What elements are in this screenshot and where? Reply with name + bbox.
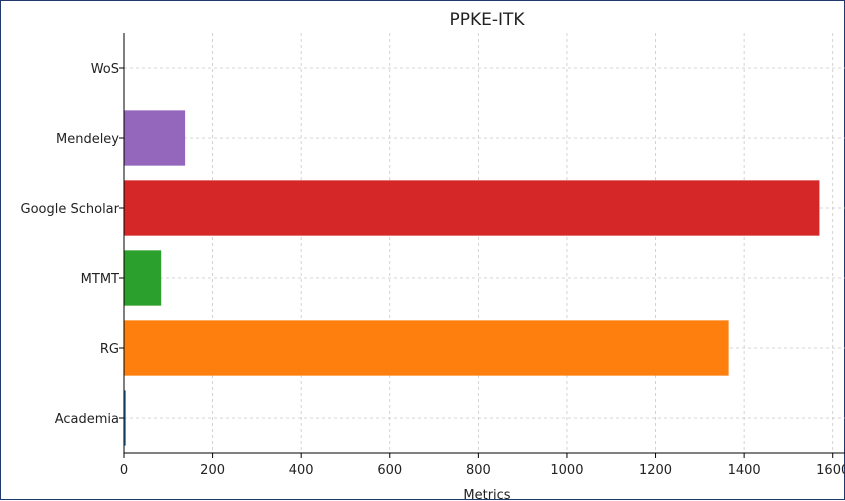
- bar-mtmt: [124, 250, 161, 305]
- x-tick-label: 0: [120, 463, 128, 478]
- y-category-label: MTMT: [81, 272, 119, 287]
- x-tick-label: 600: [377, 463, 402, 478]
- bar-rg: [124, 320, 729, 375]
- x-tick-label: 400: [289, 463, 314, 478]
- y-category-label: WoS: [91, 62, 119, 77]
- chart-title: PPKE-ITK: [449, 10, 525, 30]
- bar-google-scholar: [124, 180, 819, 235]
- y-category-label: Mendeley: [56, 132, 119, 147]
- bar-mendeley: [124, 110, 185, 165]
- y-category-label: RG: [100, 342, 119, 357]
- x-tick-label: 800: [466, 463, 491, 478]
- y-category-label: Google Scholar: [21, 202, 120, 217]
- x-tick-label: 1600: [816, 463, 845, 478]
- grid-layer: [124, 33, 845, 453]
- x-tick-label: 1000: [550, 463, 583, 478]
- y-category-label: Academia: [55, 412, 119, 427]
- x-tick-label: 200: [200, 463, 225, 478]
- x-tick-label: 1400: [728, 463, 761, 478]
- x-axis-label: Metrics: [463, 488, 510, 501]
- x-tick-label: 1200: [639, 463, 672, 478]
